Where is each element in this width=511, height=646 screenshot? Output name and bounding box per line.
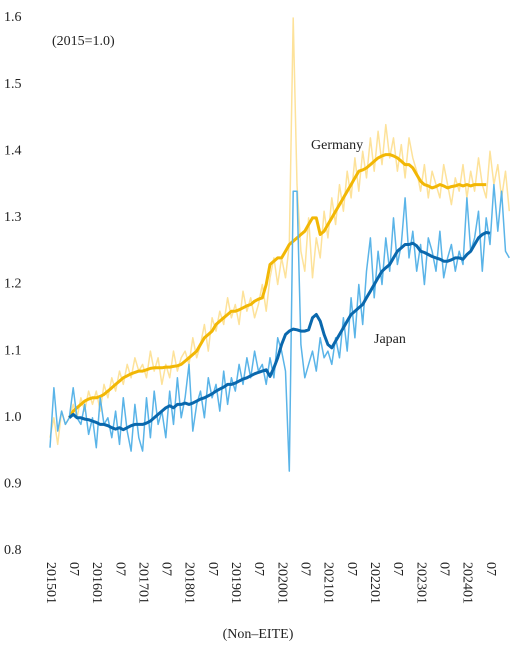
series-line [68,231,491,432]
x-tick-label: 07 [437,562,452,576]
series-line [49,183,510,472]
y-tick-label: 1.6 [4,10,22,25]
x-tick-label: 07 [66,562,81,576]
x-tick-label: 202401 [460,562,475,604]
base-note: (2015=1.0) [52,34,115,49]
x-tick-label: 201901 [228,562,243,604]
x-tick-label: 201801 [182,562,197,604]
series-label: Germany [311,138,363,153]
x-tick-label: 07 [390,562,405,576]
y-tick-label: 1.5 [4,77,22,92]
y-tick-label: 0.8 [4,543,22,558]
x-tick-label: 07 [251,562,266,576]
y-tick-label: 1.2 [4,277,22,292]
x-tick-label: 07 [159,562,174,576]
x-tick-label: 202301 [413,562,428,604]
y-tick-label: 0.9 [4,477,22,492]
y-tick-label: 1.0 [4,410,22,425]
x-tick-label: 201601 [89,562,104,604]
series-line [68,153,487,419]
x-tick-label: 202201 [367,562,382,604]
x-tick-label: 07 [344,562,359,576]
plot-area [49,17,511,472]
y-tick-label: 1.4 [4,143,22,158]
axis-note: (Non–EITE) [223,627,294,642]
x-tick-label: 07 [112,562,127,576]
x-tick-label: 07 [298,562,313,576]
x-tick-label: 201501 [43,562,58,604]
x-tick-label: 202101 [321,562,336,604]
y-tick-label: 1.1 [4,343,22,358]
series-label: Japan [374,332,406,347]
x-tick-label: 07 [205,562,220,576]
x-tick-label: 202001 [274,562,289,604]
series-line [49,17,511,446]
x-tick-label: 07 [483,562,498,576]
x-tick-label: 201701 [135,562,150,604]
y-tick-label: 1.3 [4,210,22,225]
